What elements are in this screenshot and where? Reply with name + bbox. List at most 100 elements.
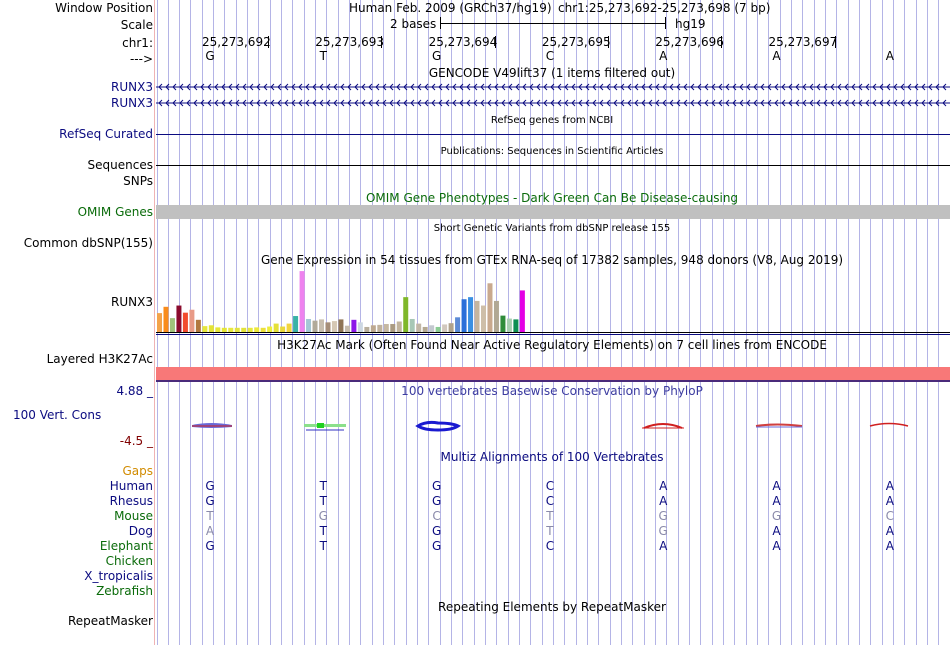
refseq-track-label[interactable]: RefSeq Curated: [59, 127, 153, 141]
gtex-track-title[interactable]: Gene Expression in 54 tissues from GTEx …: [260, 253, 844, 267]
gtex-bar: [189, 309, 195, 332]
strand-chevron: [480, 99, 485, 107]
cons-glyphs[interactable]: [156, 418, 950, 434]
repeatmasker-track-title[interactable]: Repeating Elements by RepeatMasker: [438, 600, 666, 614]
strand-chevron: [774, 83, 779, 91]
aligned-base: T: [206, 509, 214, 523]
omim-track-title[interactable]: OMIM Gene Phenotypes - Dark Green Can Be…: [365, 191, 739, 205]
publications-track-title[interactable]: Publications: Sequences in Scientific Ar…: [440, 146, 664, 157]
species-label[interactable]: Human: [109, 479, 153, 493]
snps-track-label[interactable]: SNPs: [123, 174, 153, 188]
gencode-item-runx3-1[interactable]: RUNX3: [111, 80, 153, 94]
gtex-gene-label[interactable]: RUNX3: [111, 295, 153, 309]
gtex-bar: [403, 297, 409, 332]
strand-chevron: [277, 83, 282, 91]
gtex-bar: [208, 325, 214, 332]
gtex-bar: [396, 321, 402, 332]
gtex-bar: [513, 319, 519, 332]
strand-chevron: [816, 99, 821, 107]
species-label[interactable]: Dog: [128, 524, 153, 538]
h3k27ac-signal[interactable]: [156, 367, 950, 380]
gencode-track-title[interactable]: GENCODE V49lift37 (1 items filtered out): [428, 66, 676, 80]
gtex-bar: [468, 297, 474, 332]
strand-chevron: [627, 83, 632, 91]
strand-chevron: [165, 83, 170, 91]
strand-chevron: [354, 83, 359, 91]
strand-chevron: [564, 99, 569, 107]
species-label[interactable]: Mouse: [114, 509, 153, 523]
aligned-base: G: [431, 524, 442, 538]
gtex-bar: [234, 327, 240, 332]
gtex-bar: [260, 327, 266, 332]
gtex-bar: [319, 319, 324, 332]
refseq-line[interactable]: [156, 134, 950, 135]
ruler-tick: [607, 36, 609, 48]
strand-chevron: [830, 83, 835, 91]
strand-chevron: [802, 99, 807, 107]
strand-chevron: [900, 83, 905, 91]
h3k27ac-track-title[interactable]: H3K27Ac Mark (Often Found Near Active Re…: [277, 338, 827, 352]
strand-chevron: [704, 99, 709, 107]
strand-chevron: [473, 83, 478, 91]
gaps-label[interactable]: Gaps: [122, 464, 153, 478]
gtex-bar: [306, 318, 312, 332]
cons-track-label[interactable]: 100 Vert. Cons: [13, 408, 102, 422]
gtex-bar: [312, 320, 318, 332]
strand-chevron: [312, 83, 317, 91]
strand-chevron: [333, 99, 338, 107]
aligned-base: A: [772, 524, 781, 538]
multiz-track-title[interactable]: Multiz Alignments of 100 Vertebrates: [440, 450, 664, 464]
strand-chevron: [438, 83, 443, 91]
species-label[interactable]: Rhesus: [109, 494, 153, 508]
strand-chevron: [648, 99, 653, 107]
strand-chevron: [347, 83, 352, 91]
omim-gene-bar[interactable]: [156, 205, 950, 219]
strand-chevron: [739, 83, 744, 91]
strand-chevron: [277, 99, 282, 107]
gtex-bar: [364, 326, 370, 332]
dbsnp-track-label[interactable]: Common dbSNP(155): [23, 236, 153, 250]
strand-chevron: [270, 99, 275, 107]
refseq-track-title[interactable]: RefSeq genes from NCBI: [490, 115, 614, 126]
strand-chevron: [249, 99, 254, 107]
species-label[interactable]: Elephant: [99, 539, 153, 553]
gencode-item-runx3-2[interactable]: RUNX3: [111, 96, 153, 110]
region-text[interactable]: chr1:25,273,692-25,273,698 (7 bp): [558, 1, 771, 15]
strand-chevron: [879, 83, 884, 91]
aligned-base: T: [319, 539, 327, 553]
aligned-base: G: [318, 509, 328, 523]
strand-chevron: [172, 99, 177, 107]
strand-chevron: [942, 83, 947, 91]
strand-chevron: [382, 83, 387, 91]
strand-chevron: [613, 83, 618, 91]
assembly-name: Human Feb. 2009 (GRCh37/hg19): [349, 1, 552, 15]
strand-chevron: [620, 83, 625, 91]
omim-track-label[interactable]: OMIM Genes: [77, 205, 153, 219]
repeatmasker-track-label[interactable]: RepeatMasker: [67, 614, 153, 628]
sequences-line[interactable]: [156, 165, 950, 166]
strand-chevron: [515, 99, 520, 107]
strand-chevron: [676, 83, 681, 91]
h3k27ac-track-label[interactable]: Layered H3K27Ac: [46, 352, 153, 366]
strand-label: --->: [129, 52, 153, 66]
cons-track-title[interactable]: 100 vertebrates Basewise Conservation by…: [401, 384, 703, 398]
species-label[interactable]: Chicken: [105, 554, 153, 568]
aligned-base: G: [205, 479, 215, 493]
strand-chevron: [557, 99, 562, 107]
species-label[interactable]: X_tropicalis: [84, 569, 153, 583]
strand-chevron: [781, 83, 786, 91]
aligned-base: G: [658, 524, 668, 538]
strand-chevron: [592, 99, 597, 107]
aligned-base: A: [885, 539, 894, 553]
gencode-transcripts[interactable]: [156, 82, 950, 110]
dbsnp-track-title[interactable]: Short Genetic Variants from dbSNP releas…: [433, 223, 671, 234]
gtex-expression-chart[interactable]: [156, 266, 950, 336]
strand-chevron: [683, 83, 688, 91]
strand-chevron: [354, 99, 359, 107]
strand-chevron: [270, 83, 275, 91]
sequences-track-label[interactable]: Sequences: [87, 158, 153, 172]
db-name: hg19: [675, 17, 706, 31]
aligned-base: A: [772, 479, 781, 493]
species-label[interactable]: Zebrafish: [96, 584, 153, 598]
